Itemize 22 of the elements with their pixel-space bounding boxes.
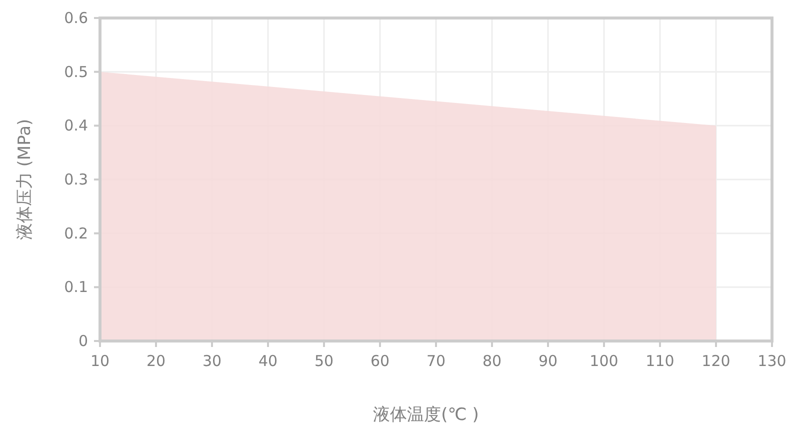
x-tick-label: 40 [258,352,278,370]
x-tick-label: 60 [370,352,390,370]
x-tick-label: 110 [646,352,674,370]
y-tick-label: 0 [78,332,88,350]
y-tick-label: 0.1 [64,278,88,296]
y-tick-label: 0.2 [64,224,88,242]
y-tick-label: 0.4 [64,116,88,135]
x-tick-label: 70 [426,352,446,370]
x-tick-label: 90 [538,352,558,370]
x-tick-label: 80 [482,352,502,370]
x-tick-label: 30 [202,352,222,370]
y-axis-title: 液体压力 (MPa) [15,118,35,240]
x-tick-label: 130 [758,352,786,370]
x-tick-label: 50 [314,352,334,370]
x-axis-title: 液体温度(℃ ) [373,405,479,425]
y-tick-label: 0.3 [64,170,88,188]
x-tick-label: 100 [590,352,618,370]
y-tick-label: 0.6 [64,9,88,27]
x-tick-label: 120 [702,352,730,370]
y-tick-label: 0.5 [64,62,88,81]
x-tick-label: 10 [90,352,110,370]
x-tick-label: 20 [146,352,166,370]
